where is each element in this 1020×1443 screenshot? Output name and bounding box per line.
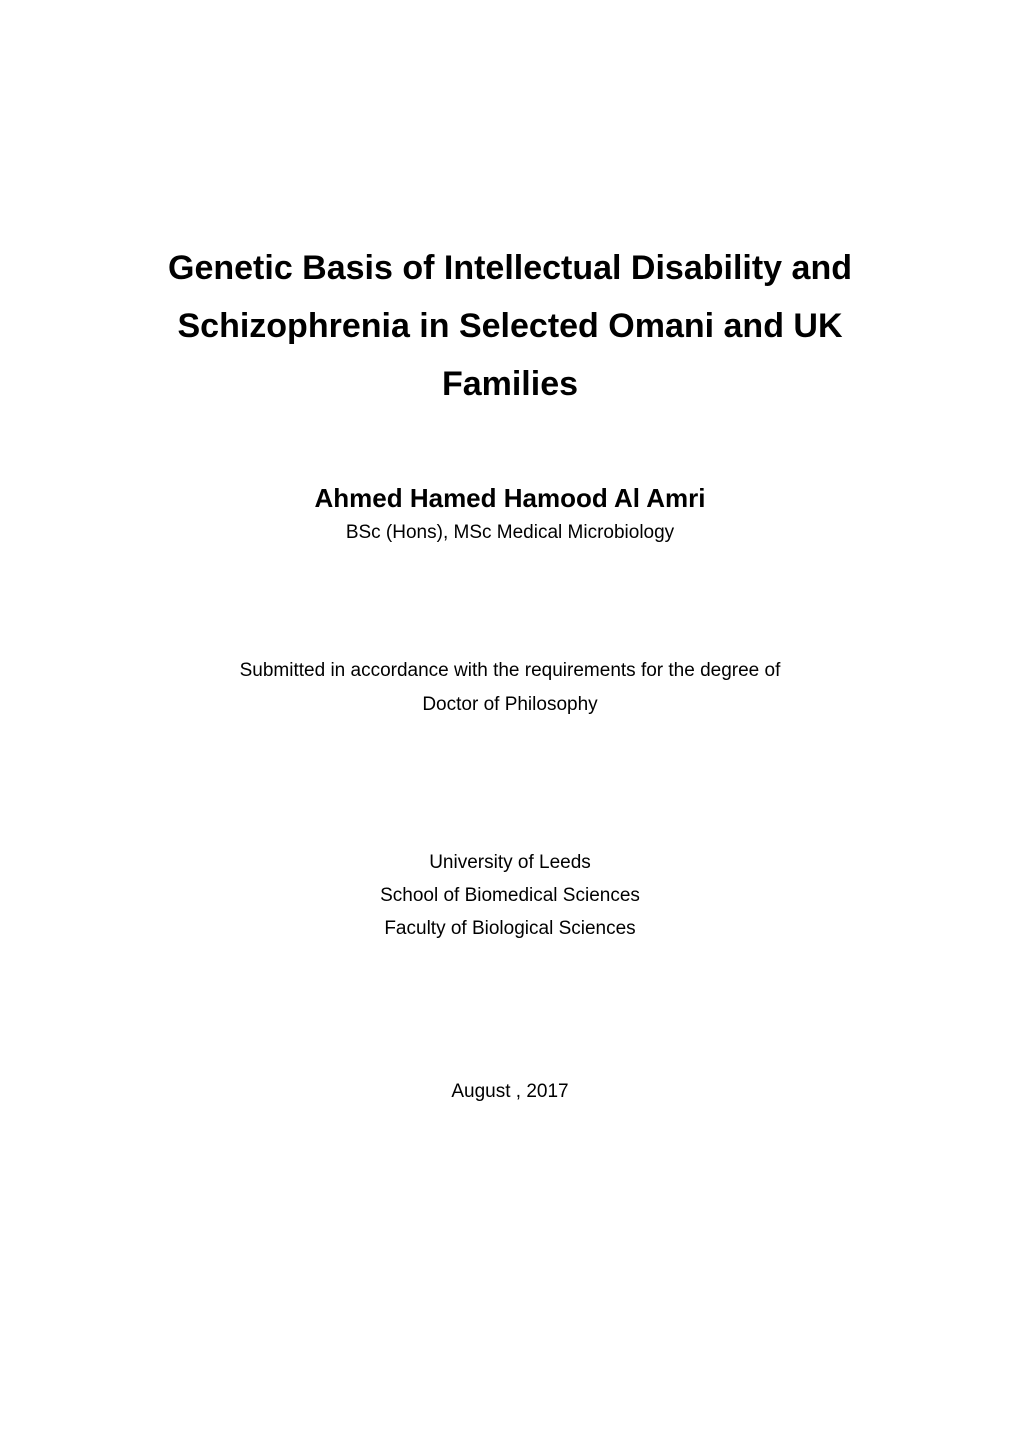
submission-line-2: Doctor of Philosophy xyxy=(120,688,900,721)
author-name: Ahmed Hamed Hamood Al Amri xyxy=(120,483,900,514)
submission-statement: Submitted in accordance with the require… xyxy=(120,654,900,721)
affiliation-faculty: Faculty of Biological Sciences xyxy=(120,912,900,945)
thesis-title: Genetic Basis of Intellectual Disability… xyxy=(120,240,900,413)
affiliation-block: University of Leeds School of Biomedical… xyxy=(120,846,900,946)
author-credentials: BSc (Hons), MSc Medical Microbiology xyxy=(120,522,900,544)
thesis-title-page: Genetic Basis of Intellectual Disability… xyxy=(0,0,1020,1443)
submission-date: August , 2017 xyxy=(120,1081,900,1103)
submission-line-1: Submitted in accordance with the require… xyxy=(120,654,900,687)
affiliation-school: School of Biomedical Sciences xyxy=(120,879,900,912)
affiliation-university: University of Leeds xyxy=(120,846,900,879)
